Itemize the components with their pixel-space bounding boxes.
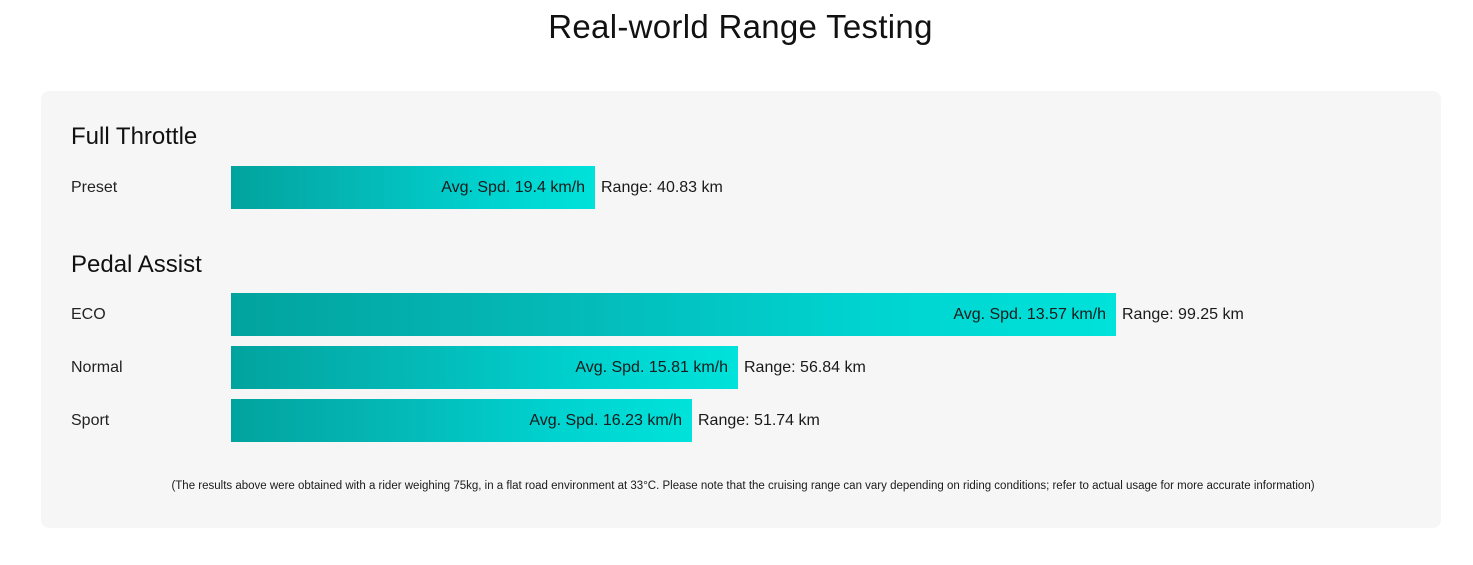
bar-row-label: Sport: [71, 412, 110, 429]
bar-eco: Avg. Spd. 13.57 km/h: [231, 293, 1116, 336]
bar-row-sport: Sport Avg. Spd. 16.23 km/h Range: 51.74 …: [41, 399, 1441, 442]
bar-range-label: Range: 56.84 km: [744, 359, 866, 376]
bar-row-label: Normal: [71, 359, 123, 376]
bar-speed-label: Avg. Spd. 15.81 km/h: [575, 359, 728, 376]
bar-speed-label: Avg. Spd. 13.57 km/h: [953, 306, 1106, 323]
bar-preset: Avg. Spd. 19.4 km/h: [231, 166, 595, 209]
bar-row-normal: Normal Avg. Spd. 15.81 km/h Range: 56.84…: [41, 346, 1441, 389]
section-title-full-throttle: Full Throttle: [71, 123, 198, 150]
bar-row-eco: ECO Avg. Spd. 13.57 km/h Range: 99.25 km: [41, 293, 1441, 336]
range-chart-panel: Full Throttle Preset Avg. Spd. 19.4 km/h…: [41, 91, 1441, 528]
bar-range-label: Range: 40.83 km: [601, 179, 723, 196]
bar-range-label: Range: 51.74 km: [698, 412, 820, 429]
bar-row-preset: Preset Avg. Spd. 19.4 km/h Range: 40.83 …: [41, 166, 1441, 209]
bar-normal: Avg. Spd. 15.81 km/h: [231, 346, 738, 389]
bar-row-label: Preset: [71, 179, 118, 196]
bar-range-label: Range: 99.25 km: [1122, 306, 1244, 323]
bar-row-label: ECO: [71, 306, 106, 323]
bar-speed-label: Avg. Spd. 19.4 km/h: [441, 179, 585, 196]
bar-speed-label: Avg. Spd. 16.23 km/h: [529, 412, 682, 429]
page-title: Real-world Range Testing: [548, 8, 933, 45]
footnote: (The results above were obtained with a …: [171, 480, 1315, 492]
bar-sport: Avg. Spd. 16.23 km/h: [231, 399, 692, 442]
section-title-pedal-assist: Pedal Assist: [71, 251, 202, 278]
